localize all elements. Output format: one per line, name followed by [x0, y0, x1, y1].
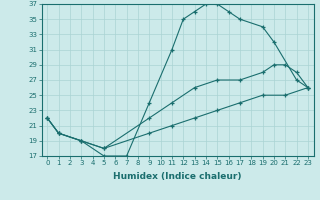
X-axis label: Humidex (Indice chaleur): Humidex (Indice chaleur): [113, 172, 242, 181]
